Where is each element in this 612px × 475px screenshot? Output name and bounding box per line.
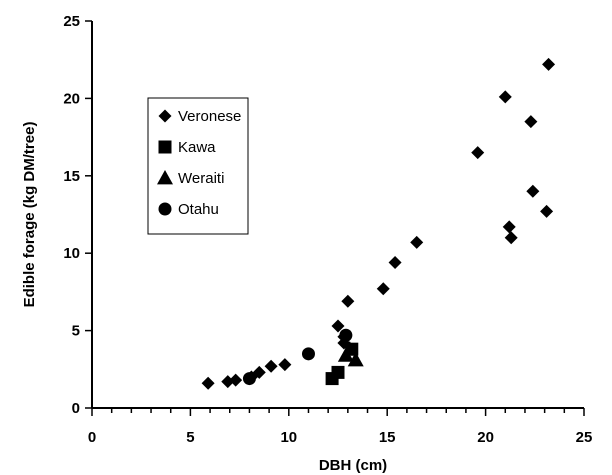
series-otahu — [242, 328, 353, 386]
data-point-weraiti — [347, 352, 364, 367]
data-point-veronese — [410, 235, 424, 249]
data-point-veronese — [331, 319, 345, 333]
legend-label: Kawa — [178, 139, 216, 156]
y-axis-title: Edible forage (kg DM/tree) — [21, 122, 38, 308]
legend: Veronese Kawa Weraiti Otahu — [147, 97, 249, 235]
data-points — [201, 57, 556, 390]
data-point-veronese — [540, 204, 554, 218]
legend-label: Weraiti — [178, 170, 224, 187]
legend-item-veronese: Veronese — [158, 108, 241, 125]
legend-label: Veronese — [178, 108, 241, 125]
series-veronese — [201, 57, 556, 390]
data-point-otahu — [242, 372, 256, 386]
y-tick-label: 20 — [63, 90, 80, 107]
data-point-kawa — [331, 365, 345, 379]
legend-label: Otahu — [178, 201, 219, 218]
legend-item-weraiti: Weraiti — [157, 170, 224, 187]
data-point-otahu — [301, 347, 315, 361]
axes — [91, 21, 584, 409]
y-tick-label: 25 — [63, 13, 80, 30]
legend-marker-veronese — [158, 109, 172, 123]
x-tick-label: 0 — [88, 429, 96, 446]
x-axis-title: DBH (cm) — [319, 457, 387, 474]
series-weraiti — [337, 341, 364, 367]
data-point-veronese — [278, 358, 292, 372]
data-point-weraiti — [341, 341, 358, 356]
data-point-veronese — [542, 57, 556, 71]
y-tick-label: 0 — [72, 400, 80, 417]
y-tick-label: 15 — [63, 168, 80, 185]
data-point-veronese — [504, 231, 518, 245]
x-tick-label: 5 — [186, 429, 194, 446]
y-tick-label: 10 — [63, 245, 80, 262]
x-tick-label: 10 — [280, 429, 297, 446]
y-tick-label: 5 — [72, 323, 80, 340]
data-point-veronese — [341, 294, 355, 308]
x-tick-label: 25 — [576, 429, 593, 446]
legend-item-kawa: Kawa — [158, 139, 216, 156]
x-axis-ticks: 0 5 10 15 20 25 — [88, 408, 593, 446]
data-point-veronese — [376, 282, 390, 296]
data-point-otahu — [339, 328, 353, 342]
data-point-veronese — [264, 359, 278, 373]
legend-item-otahu: Otahu — [158, 201, 219, 218]
legend-marker-weraiti — [157, 170, 173, 185]
data-point-veronese — [502, 220, 516, 234]
x-tick-label: 20 — [477, 429, 494, 446]
data-point-veronese — [498, 90, 512, 104]
data-point-veronese — [526, 184, 540, 198]
data-point-veronese — [471, 146, 485, 160]
data-point-veronese — [252, 365, 266, 379]
data-point-veronese — [229, 373, 243, 387]
data-point-veronese — [201, 376, 215, 390]
legend-marker-otahu — [158, 202, 172, 216]
data-point-veronese — [524, 115, 538, 129]
data-point-veronese — [388, 255, 402, 269]
y-axis-ticks: 0 5 10 15 20 25 — [63, 13, 92, 417]
legend-marker-kawa — [158, 140, 172, 154]
x-tick-label: 15 — [379, 429, 396, 446]
